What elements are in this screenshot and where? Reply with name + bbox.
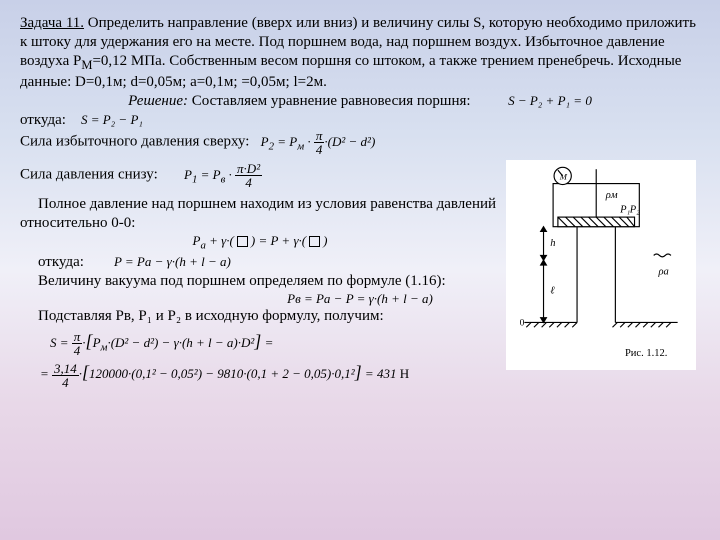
row-otkuda-1: откуда: S = P₂ − P₁	[20, 111, 700, 130]
eq-p2: P2 = Pм · π4·(D² − d²)	[261, 134, 376, 149]
row-p2: Сила избыточного давления сверху: P2 = P…	[20, 129, 490, 156]
diagram-svg: M ρм	[510, 164, 692, 366]
eq-pp: Pа + γ·() = P + γ·()	[193, 233, 328, 248]
problem-text: Задача 11. Определить направление (вверх…	[20, 14, 700, 92]
row-p1: Сила давления снизу: P1 = Pв · π·D²4	[20, 162, 490, 189]
eq-pp-row: Pа + γ·() = P + γ·()	[20, 233, 500, 253]
fig-label-m: M	[559, 172, 568, 182]
eq-p: P = Pа − γ·(h + l − a)	[114, 254, 231, 269]
solution-s4: Сила давления снизу:	[20, 167, 158, 183]
eq-balance: S − P₂ + P₁ = 0	[508, 93, 592, 108]
fig-label-l: ℓ	[550, 286, 555, 297]
solution-lead: Решение:	[128, 93, 188, 109]
fig-label-h: h	[550, 238, 555, 249]
subscript-m: М	[81, 58, 92, 72]
eq-pv: Pв = Pа − P = γ·(h + l − a)	[287, 291, 433, 306]
fig-label-rho-a: ρа	[657, 267, 668, 278]
solution-s3: Сила избыточного давления сверху:	[20, 134, 249, 150]
solution-s6: откуда:	[38, 254, 84, 270]
svg-text:0: 0	[520, 317, 525, 328]
solution-s2: откуда:	[20, 112, 66, 128]
solution-s1: Составляем уравнение равновесия поршня:	[192, 93, 471, 109]
solution-lead-row: Решение: Составляем уравнение равновесия…	[20, 92, 700, 111]
fig-label-p1: P₁	[619, 204, 630, 215]
problem-body-2: =0,12 МПа. Собственным весом поршня со ш…	[20, 53, 681, 91]
eq-p1: P1 = Pв · π·D²4	[184, 167, 262, 182]
fig-label-p2: P₂	[629, 204, 640, 215]
diagram-figure: M ρм	[506, 160, 696, 370]
problem-label: Задача 11.	[20, 15, 84, 31]
fig-label-rho-m: ρм	[605, 190, 618, 201]
eq-s: S = P₂ − P₁	[81, 112, 143, 127]
solution-s5: Полное давление над поршнем находим из у…	[20, 195, 500, 233]
figure-caption: Рис. 1.12.	[625, 348, 667, 359]
